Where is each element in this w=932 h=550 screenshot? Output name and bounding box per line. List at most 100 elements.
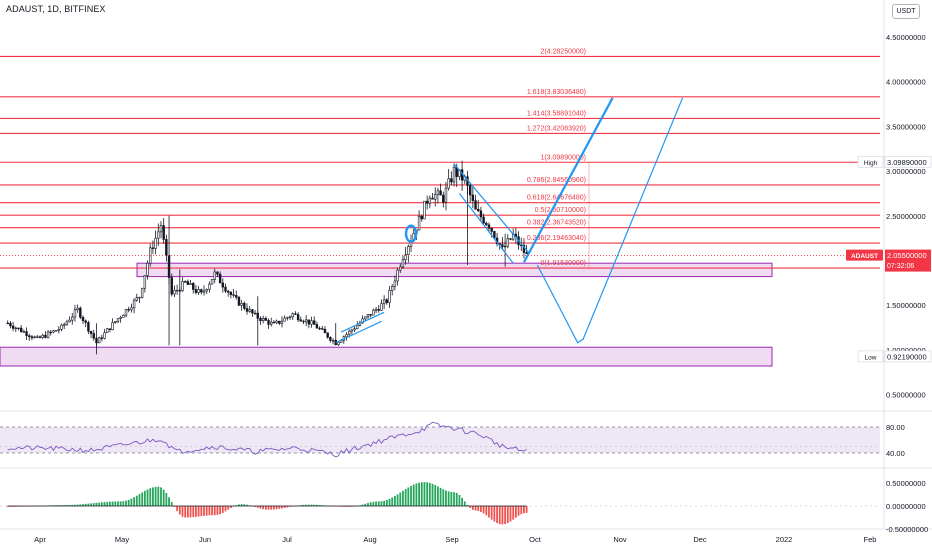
macd-bar xyxy=(393,496,396,506)
macd-bar xyxy=(434,485,437,506)
candle-body xyxy=(175,289,179,292)
macd-bar xyxy=(195,506,197,517)
time-axis: Apr May Jun Jul Aug Sep Oct Nov Dec 2022 Feb xyxy=(34,535,876,544)
candle-body xyxy=(390,286,394,291)
candle xyxy=(192,282,195,294)
candle-body xyxy=(97,337,101,344)
rsi-band xyxy=(0,427,880,453)
candle-body xyxy=(165,239,168,256)
candle xyxy=(54,329,58,332)
candle-body xyxy=(485,222,488,226)
candle-body xyxy=(151,247,155,249)
badge-name: High xyxy=(864,160,878,167)
candle-body xyxy=(202,290,206,293)
candle-body xyxy=(396,269,399,282)
candle xyxy=(65,319,69,326)
candle-body xyxy=(143,275,147,289)
macd-bar xyxy=(469,506,472,508)
candle-body xyxy=(313,320,316,325)
candle-body xyxy=(431,197,434,200)
candle xyxy=(44,331,47,339)
macd-bar xyxy=(238,504,240,506)
macd-bar xyxy=(178,506,181,515)
fib-label-4: 1(3.09890000) xyxy=(540,154,586,161)
candle-body xyxy=(119,317,122,319)
candle xyxy=(474,194,477,210)
candle-body xyxy=(369,314,372,316)
macd-bar xyxy=(412,484,415,506)
candle-body xyxy=(296,314,300,321)
candle xyxy=(380,299,383,311)
fib-label-8: 0.382(2.36743520) xyxy=(527,220,586,227)
candle xyxy=(210,279,214,285)
macd-bar xyxy=(367,503,369,506)
candle-body xyxy=(28,335,31,338)
candle xyxy=(401,255,405,269)
macd-bar xyxy=(377,501,380,506)
candles-layer xyxy=(6,160,528,355)
macd-bar xyxy=(445,490,447,506)
candle xyxy=(509,238,512,241)
candle-body xyxy=(44,334,47,338)
macd-bar xyxy=(485,506,488,516)
macd-bar xyxy=(437,486,439,506)
candle-body xyxy=(304,319,308,323)
candle-body xyxy=(65,321,69,325)
candle xyxy=(390,284,394,296)
candle xyxy=(181,277,184,292)
macd-pane xyxy=(0,482,880,525)
candle xyxy=(396,267,399,286)
candle-body xyxy=(73,309,77,318)
candle xyxy=(468,182,472,204)
candle-body xyxy=(76,307,79,311)
currency-button[interactable]: USDT xyxy=(892,4,920,19)
macd-bar xyxy=(388,498,391,506)
downtrend-upper xyxy=(453,163,530,254)
fib-label-1: 1.618(3.83036480) xyxy=(527,89,586,96)
macd-bar xyxy=(431,483,434,506)
macd-bar xyxy=(361,504,364,506)
macd-bar xyxy=(278,506,281,509)
macd-bar xyxy=(396,494,399,506)
macd-bar xyxy=(480,506,482,512)
candle-body xyxy=(46,331,50,338)
candle xyxy=(25,327,28,340)
projection-layer xyxy=(335,97,684,344)
candle xyxy=(208,281,211,293)
candle-body xyxy=(210,279,214,285)
candle xyxy=(165,234,168,262)
candle-body xyxy=(399,266,402,271)
badge-low: Low 0.92190000 xyxy=(857,350,932,363)
candle-body xyxy=(30,336,34,339)
candle xyxy=(377,305,380,313)
macd-bar xyxy=(458,494,461,506)
candle-body xyxy=(401,259,405,268)
macd-bar xyxy=(520,506,523,515)
candle-body xyxy=(159,225,163,233)
candle xyxy=(143,275,147,293)
candle-body xyxy=(19,327,23,333)
candle-body xyxy=(232,294,235,296)
candle-body xyxy=(380,303,383,311)
candle xyxy=(97,336,101,344)
candle-body xyxy=(509,238,512,240)
candle xyxy=(197,285,200,295)
macd-bar xyxy=(512,506,515,520)
candle-body xyxy=(283,317,286,322)
candle xyxy=(62,322,66,330)
macd-bar xyxy=(289,506,291,507)
candle xyxy=(186,279,190,285)
candle-body xyxy=(41,334,44,338)
macd-bar xyxy=(186,506,189,518)
candle xyxy=(369,314,372,318)
candle-body xyxy=(226,290,230,293)
candle xyxy=(407,244,410,263)
candle xyxy=(221,278,225,293)
macd-bar xyxy=(68,504,71,506)
candle-body xyxy=(442,194,445,203)
candle-body xyxy=(506,238,510,247)
macd-bar xyxy=(160,487,162,506)
candle-body xyxy=(315,324,319,329)
candle-body xyxy=(407,246,410,255)
